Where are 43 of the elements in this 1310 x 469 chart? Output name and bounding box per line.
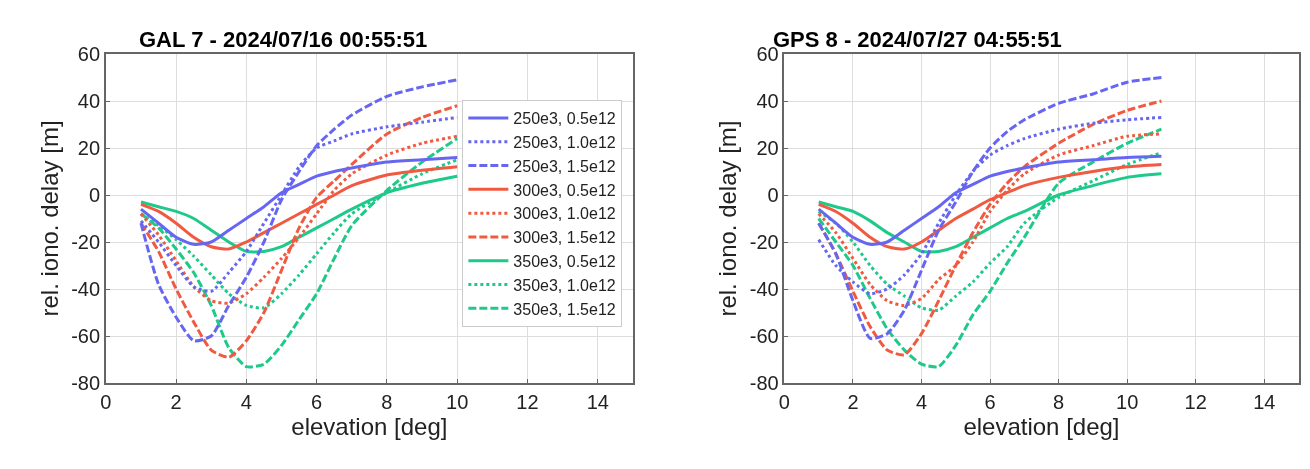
y-tick-label: -20 <box>749 231 779 253</box>
x-tick-label: 6 <box>311 390 323 413</box>
x-tick-label: 12 <box>516 390 539 413</box>
x-tick-label: 4 <box>240 390 252 413</box>
y-axis-title: rel. iono. delay [m] <box>714 120 742 317</box>
y-tick-label: 40 <box>756 90 779 112</box>
x-tick-label: 12 <box>1184 390 1207 413</box>
x-tick-label: 6 <box>984 390 996 413</box>
y-tick-label: -80 <box>71 372 101 394</box>
y-tick-label: -60 <box>71 325 101 347</box>
legend-label: 300e3, 1.5e12 <box>513 229 616 247</box>
x-tick-label: 2 <box>847 390 859 413</box>
y-tick-label: -20 <box>71 231 101 253</box>
y-tick-label: 20 <box>77 137 101 159</box>
x-tick-label: 10 <box>446 390 469 413</box>
x-tick-label: 14 <box>586 390 609 413</box>
x-axis-title: elevation [deg] <box>291 412 448 440</box>
legend-label: 350e3, 0.5e12 <box>513 253 616 270</box>
x-tick-label: 8 <box>1053 390 1065 413</box>
x-axis-title: elevation [deg] <box>963 412 1120 440</box>
legend-label: 250e3, 1.0e12 <box>513 134 616 151</box>
y-axis-title: rel. iono. delay [m] <box>35 120 63 317</box>
x-tick-label: 10 <box>1116 390 1139 413</box>
x-tick-label: 8 <box>381 390 393 413</box>
legend-label: 300e3, 1.0e12 <box>513 205 616 223</box>
legend-label: 350e3, 1.0e12 <box>513 276 616 294</box>
y-tick-label: -40 <box>71 278 101 300</box>
x-tick-label: 4 <box>915 390 928 413</box>
y-tick-label: 20 <box>756 137 779 159</box>
x-tick-label: 2 <box>170 390 182 413</box>
y-tick-label: -80 <box>749 372 779 394</box>
y-tick-label: 0 <box>767 184 779 206</box>
y-tick-label: -60 <box>749 325 779 347</box>
legend-label: 250e3, 0.5e12 <box>513 110 616 128</box>
chart-title: GAL 7 - 2024/07/16 00:55:51 <box>139 27 428 52</box>
legend-label: 250e3, 1.5e12 <box>513 157 616 175</box>
legend-label: 300e3, 0.5e12 <box>513 181 616 199</box>
y-tick-label: 60 <box>77 43 101 65</box>
y-tick-label: 40 <box>77 90 101 112</box>
y-tick-label: -40 <box>749 278 779 300</box>
legend-label: 350e3, 1.5e12 <box>513 300 616 318</box>
x-tick-label: 14 <box>1253 390 1276 413</box>
y-tick-label: 0 <box>88 184 101 206</box>
